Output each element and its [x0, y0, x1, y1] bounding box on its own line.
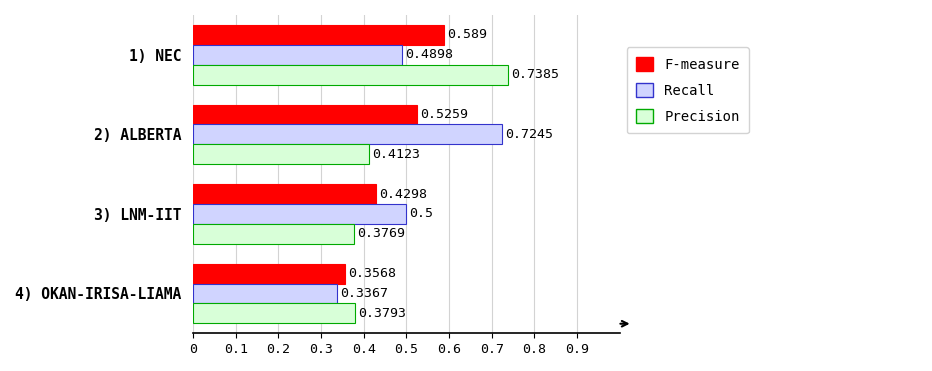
Legend: F-measure, Recall, Precision: F-measure, Recall, Precision	[626, 47, 749, 134]
Bar	[193, 204, 406, 224]
Text: 0.3568: 0.3568	[349, 267, 396, 280]
Bar	[193, 45, 402, 65]
Bar	[193, 224, 354, 244]
Text: 0.7385: 0.7385	[511, 68, 559, 81]
Bar	[193, 105, 418, 124]
Text: 0.5259: 0.5259	[420, 108, 469, 121]
Text: 0.589: 0.589	[447, 29, 487, 42]
Bar	[193, 65, 508, 85]
Text: 0.5: 0.5	[409, 207, 433, 220]
Bar	[193, 283, 336, 303]
Bar	[193, 124, 502, 144]
Bar	[193, 303, 355, 324]
Bar	[193, 25, 445, 45]
Text: 0.3367: 0.3367	[339, 287, 388, 300]
Text: 0.4123: 0.4123	[372, 148, 420, 161]
Bar	[193, 144, 369, 164]
Bar	[193, 264, 345, 283]
Bar	[193, 184, 377, 204]
Text: 0.3769: 0.3769	[357, 227, 404, 240]
Text: 0.4898: 0.4898	[405, 48, 453, 61]
Text: 0.3793: 0.3793	[358, 307, 405, 320]
Text: 0.4298: 0.4298	[379, 187, 428, 201]
Text: 0.7245: 0.7245	[505, 128, 554, 141]
